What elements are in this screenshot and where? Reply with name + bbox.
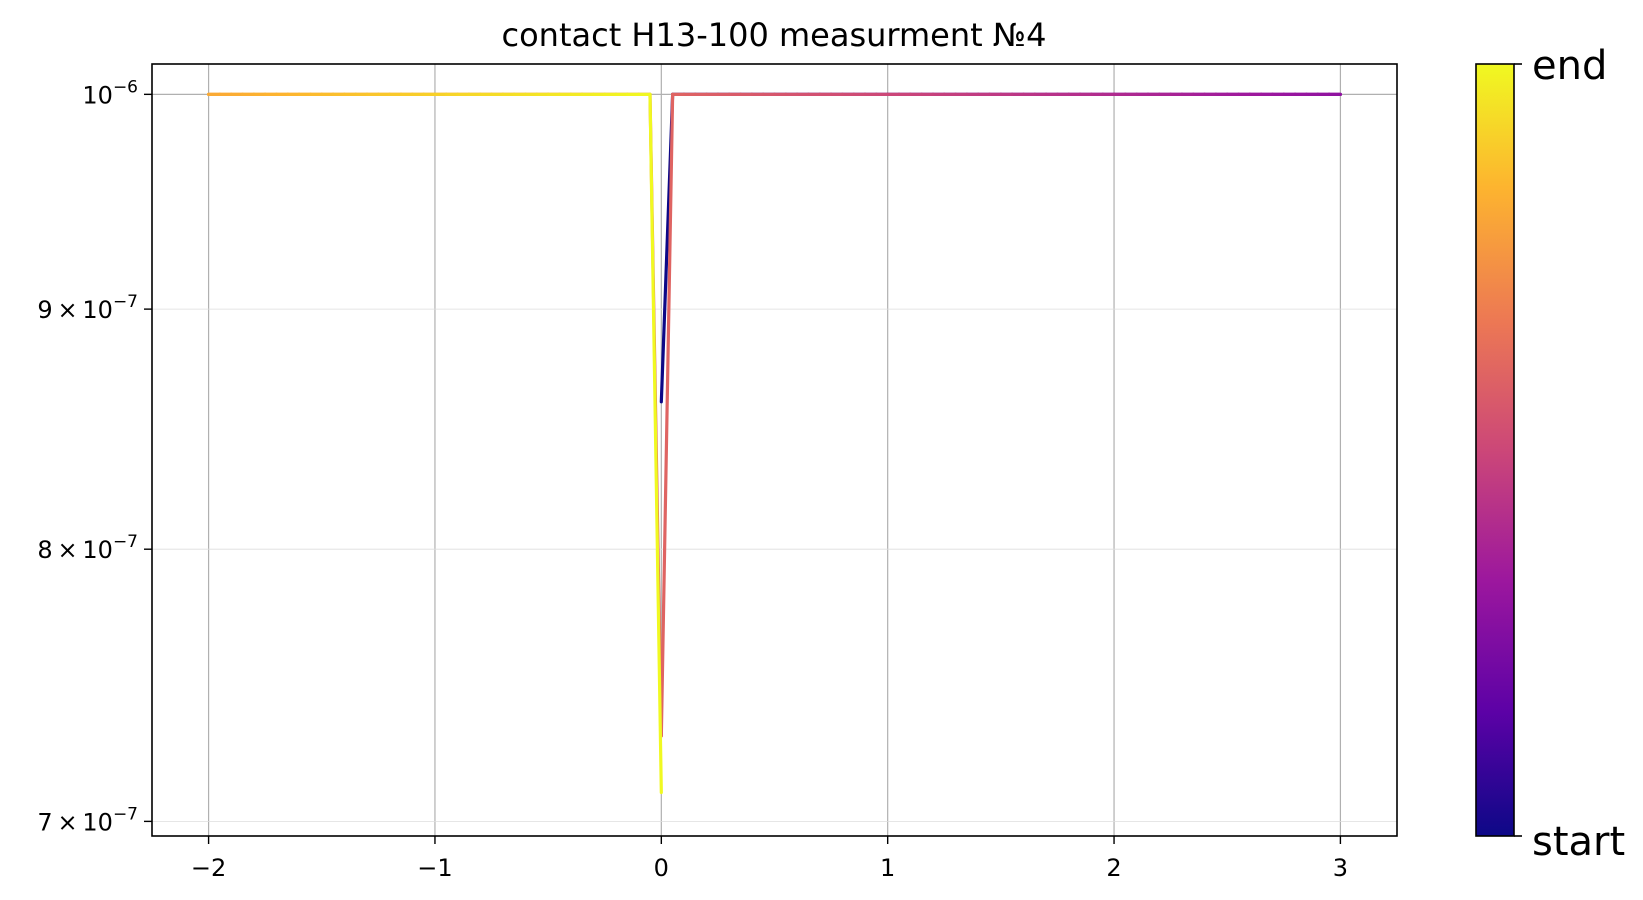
colorbar	[1475, 63, 1515, 837]
sweep-segment	[648, 92, 663, 795]
x-tick-label: 2	[1106, 854, 1121, 882]
y-tick-label: 10−6	[82, 77, 138, 109]
y-tick-label: 8 × 10−7	[37, 532, 138, 564]
plot-frame	[151, 63, 1398, 837]
y-tick-label: 9 × 10−7	[37, 292, 138, 324]
x-tick-label: 0	[654, 854, 669, 882]
colorbar-start-label: start	[1532, 819, 1625, 865]
x-axis: −2 −1 0 1 2 3	[191, 836, 1348, 882]
x-tick-label: 1	[880, 854, 895, 882]
grid	[152, 64, 1397, 836]
y-axis: 10−6 9 × 10−7 8 × 10−7 7 × 10−7	[37, 77, 152, 836]
y-tick-label: 7 × 10−7	[37, 804, 138, 836]
x-tick-label: 3	[1333, 854, 1348, 882]
colorbar-end-label: end	[1532, 43, 1607, 89]
x-tick-label: −1	[417, 854, 452, 882]
series-sweep	[206, 92, 1343, 795]
chart-title: contact H13-100 measurment №4	[501, 16, 1046, 54]
x-tick-label: −2	[191, 854, 226, 882]
sweep-segment	[659, 92, 675, 738]
